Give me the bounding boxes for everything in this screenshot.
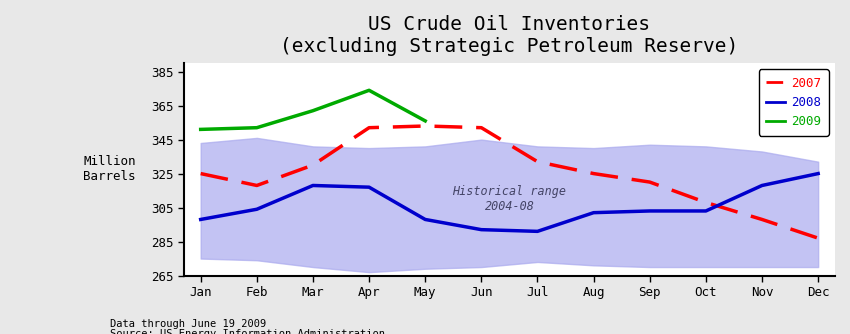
Legend: 2007, 2008, 2009: 2007, 2008, 2009 — [759, 69, 829, 136]
Text: Historical range
2004-08: Historical range 2004-08 — [452, 185, 566, 213]
Text: Data through June 19 2009: Data through June 19 2009 — [110, 319, 267, 329]
Title: US Crude Oil Inventories
(excluding Strategic Petroleum Reserve): US Crude Oil Inventories (excluding Stra… — [280, 15, 739, 56]
Text: Source: US Energy Information Administration: Source: US Energy Information Administra… — [110, 329, 386, 334]
Y-axis label: Million
Barrels: Million Barrels — [83, 155, 135, 183]
